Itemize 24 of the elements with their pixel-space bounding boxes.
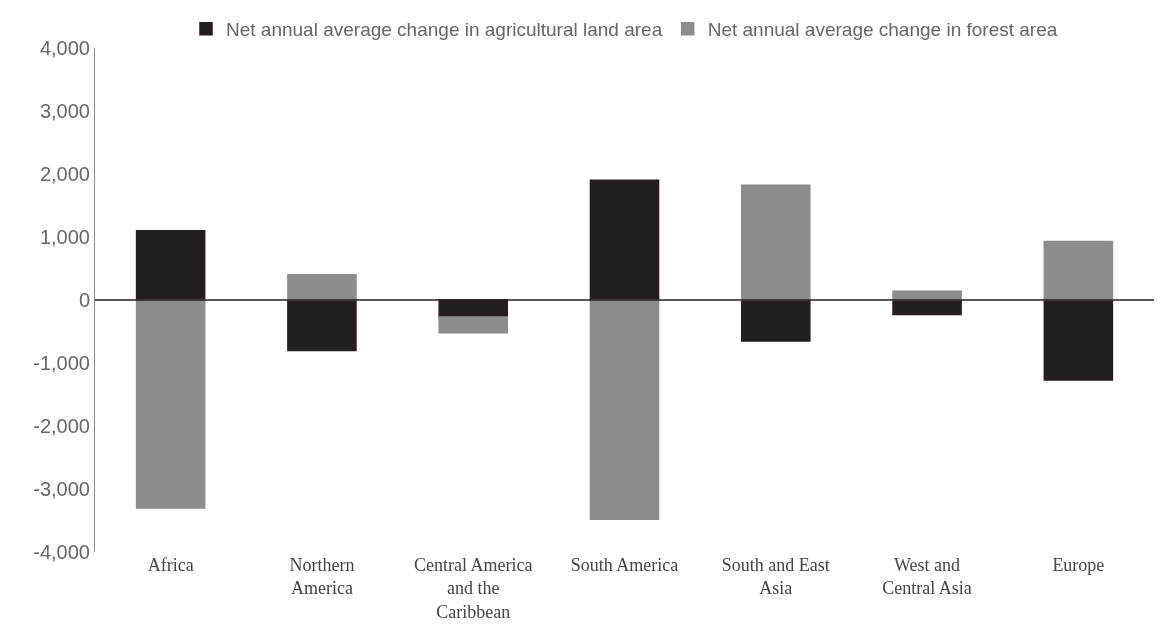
x-tick-label: Africa	[147, 555, 194, 575]
y-tick-label: -2,000	[33, 415, 90, 437]
bar	[287, 274, 357, 301]
x-tick-label: Europe	[1052, 555, 1105, 575]
bar	[741, 184, 811, 301]
legend-label: Net annual average change in forest area	[707, 19, 1058, 41]
x-tick-label: South America	[570, 555, 679, 575]
bar	[135, 299, 206, 509]
x-tick-label: South and East Asia	[721, 555, 830, 599]
legend-label: Net annual average change in agricultural land area	[226, 19, 663, 41]
x-tick-label: Central America and the Caribbean	[413, 555, 533, 622]
y-tick-label: 4,000	[39, 37, 90, 59]
bar	[1043, 240, 1114, 301]
bar	[589, 299, 660, 520]
y-tick-label: 3,000	[39, 100, 90, 122]
y-tick-label: 0	[78, 289, 90, 311]
bar	[438, 316, 508, 334]
y-tick-label: -1,000	[33, 352, 90, 374]
y-tick-label: -4,000	[33, 541, 90, 563]
y-tick-label: 2,000	[39, 163, 90, 185]
x-tick-label: West and Central Asia	[882, 555, 972, 599]
y-tick-label: 1,000	[39, 226, 90, 248]
y-tick-label: -3,000	[33, 478, 90, 500]
x-tick-label: Northern America	[289, 555, 355, 599]
